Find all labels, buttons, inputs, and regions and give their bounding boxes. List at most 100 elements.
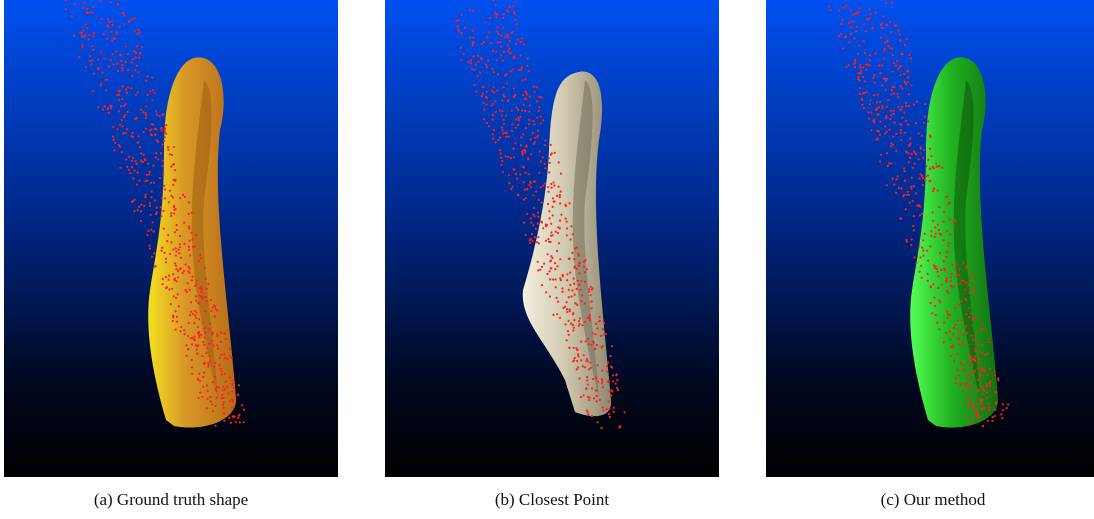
point [882,107,884,109]
point [905,102,907,104]
point [525,144,527,146]
point [981,344,983,346]
caption: (a) Ground truth shape [4,490,338,510]
point [591,307,593,309]
point [110,31,112,33]
point [550,154,552,156]
point [512,186,514,188]
point [952,286,954,288]
point [222,404,224,406]
point [862,76,864,78]
point [134,118,136,120]
point [918,132,920,134]
point [168,288,170,290]
point [204,310,206,312]
point [906,194,908,196]
point [970,372,972,374]
point [861,104,863,106]
point [555,278,557,280]
point [497,33,499,35]
point [519,174,521,176]
point [921,213,923,215]
point [186,355,188,357]
point [513,156,515,158]
point [922,255,924,257]
point [568,334,570,336]
point [155,152,157,154]
point [179,235,181,237]
point [599,316,601,318]
point [121,98,123,100]
point [145,114,147,116]
point [520,144,522,146]
point [910,244,912,246]
point [537,261,539,263]
point [191,366,193,368]
point [958,304,960,306]
point [476,91,478,93]
point [597,364,599,366]
point [559,196,561,198]
point [522,133,524,135]
point [920,173,922,175]
point [172,249,174,251]
point [881,105,883,107]
point [930,155,932,157]
point [605,333,607,335]
point [155,111,157,113]
point [987,374,989,376]
point [971,319,973,321]
point [587,383,589,385]
point [131,18,133,20]
point [215,308,217,310]
point [987,420,989,422]
point [886,39,888,41]
point [988,338,990,340]
point [927,280,929,282]
point [909,202,911,204]
point [519,116,521,118]
point [162,210,164,212]
point [898,106,900,108]
point [977,410,979,412]
point [969,424,971,426]
point [501,129,503,131]
point [573,278,575,280]
point [566,301,568,303]
point [131,61,133,63]
point [237,417,239,419]
point [481,43,483,45]
point [965,282,967,284]
point [509,6,511,8]
point [966,332,968,334]
point [912,225,914,227]
point [224,373,226,375]
point [959,331,961,333]
point [580,396,582,398]
point [162,160,164,162]
point [934,236,936,238]
point [924,233,926,235]
point [170,166,172,168]
point [196,345,198,347]
point [983,390,985,392]
point [471,68,473,70]
point [195,283,197,285]
point [601,346,603,348]
point [893,113,895,115]
point [907,124,909,126]
point [520,69,522,71]
point [574,265,576,267]
point [221,373,223,375]
point [577,366,579,368]
point [551,234,553,236]
point [588,368,590,370]
point [243,421,245,423]
point [532,240,534,242]
point [910,57,912,59]
point [226,358,228,360]
point [529,104,531,106]
point [957,353,959,355]
point [169,253,171,255]
point [573,347,575,349]
